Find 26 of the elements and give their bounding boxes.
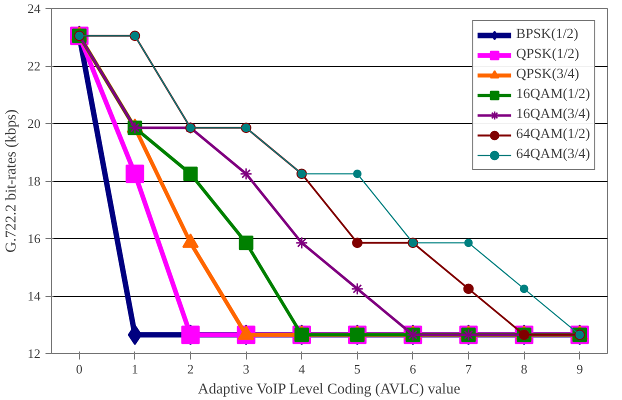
y-tick-label: 24: [28, 1, 41, 16]
legend-label: 64QAM(3/4): [516, 147, 590, 163]
x-tick-label: 3: [242, 362, 250, 376]
legend-label: 16QAM(3/4): [516, 107, 590, 123]
y-tick-label: 20: [28, 116, 40, 131]
legend-label: QPSK(1/2): [516, 47, 580, 63]
x-tick-label: 4: [298, 362, 306, 376]
x-tick-label: 9: [576, 362, 583, 376]
y-tick-label: 12: [28, 346, 40, 361]
y-tick-label: 22: [28, 58, 40, 74]
y-tick-label: 16: [28, 231, 41, 246]
x-axis-title: Adaptive VoIP Level Coding (AVLC) value: [198, 382, 461, 398]
y-tick-label: 18: [28, 174, 40, 188]
legend-label: QPSK(3/4): [516, 67, 580, 83]
x-tick-label: 2: [187, 362, 194, 376]
legend-label: 64QAM(1/2): [516, 127, 590, 143]
x-tick-label: 1: [132, 362, 138, 376]
y-axis-title: G.722.2 bit-rates (kbps): [4, 109, 20, 253]
x-tick-label: 5: [354, 362, 361, 376]
x-tick-label: 7: [465, 362, 472, 376]
x-tick-label: 8: [520, 362, 528, 376]
x-tick-label: 6: [410, 362, 417, 376]
legend-label: 16QAM(1/2): [516, 87, 590, 103]
legend-label: BPSK(1/2): [516, 27, 578, 43]
x-tick-label: 0: [76, 362, 83, 376]
y-tick-label: 14: [28, 288, 41, 304]
